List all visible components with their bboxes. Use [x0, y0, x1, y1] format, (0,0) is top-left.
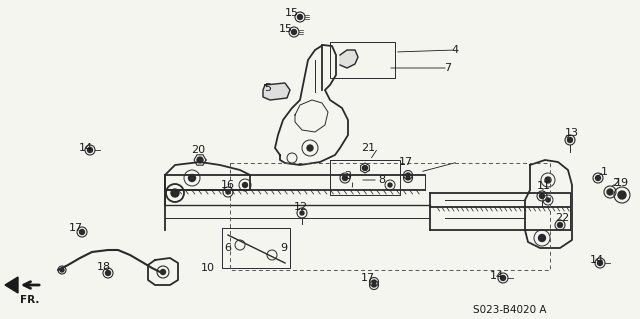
Text: 14: 14	[79, 143, 93, 153]
Text: 8: 8	[378, 175, 385, 185]
Text: 9: 9	[280, 243, 287, 253]
Text: 20: 20	[191, 145, 205, 155]
Text: 11: 11	[537, 181, 551, 191]
Circle shape	[500, 276, 506, 280]
Text: 17: 17	[69, 223, 83, 233]
Text: 16: 16	[221, 180, 235, 190]
Polygon shape	[5, 277, 18, 293]
Circle shape	[243, 182, 248, 188]
Circle shape	[595, 175, 600, 181]
Circle shape	[538, 234, 545, 241]
Circle shape	[598, 261, 602, 265]
Circle shape	[388, 183, 392, 187]
Text: 14: 14	[590, 255, 604, 265]
Text: 7: 7	[444, 63, 452, 73]
Circle shape	[406, 173, 410, 177]
Text: 17: 17	[399, 157, 413, 167]
Circle shape	[372, 283, 376, 287]
Circle shape	[607, 189, 613, 195]
Polygon shape	[263, 83, 290, 100]
Text: 14: 14	[490, 271, 504, 281]
Text: 15: 15	[279, 24, 293, 34]
Circle shape	[161, 270, 166, 275]
Circle shape	[189, 174, 195, 182]
Text: 6: 6	[225, 243, 232, 253]
Text: 3: 3	[344, 171, 351, 181]
Circle shape	[106, 271, 111, 276]
Circle shape	[197, 157, 203, 163]
Circle shape	[546, 198, 550, 202]
Text: 5: 5	[264, 83, 271, 93]
Text: 2: 2	[612, 178, 620, 188]
Circle shape	[307, 145, 313, 151]
Circle shape	[88, 147, 93, 152]
Circle shape	[568, 137, 573, 143]
Text: 15: 15	[285, 8, 299, 18]
Text: 18: 18	[97, 262, 111, 272]
Text: 22: 22	[555, 213, 569, 223]
Circle shape	[298, 14, 303, 19]
Text: 4: 4	[451, 45, 459, 55]
Circle shape	[618, 191, 626, 199]
Circle shape	[406, 176, 410, 180]
Circle shape	[545, 177, 551, 183]
Text: 19: 19	[615, 178, 629, 188]
Text: 21: 21	[361, 143, 375, 153]
Circle shape	[226, 190, 230, 194]
Text: FR.: FR.	[20, 295, 40, 305]
Circle shape	[540, 194, 545, 198]
Circle shape	[79, 229, 84, 234]
Text: S023-B4020 A: S023-B4020 A	[473, 305, 547, 315]
Text: 1: 1	[600, 167, 607, 177]
Circle shape	[362, 166, 367, 170]
Circle shape	[291, 29, 296, 34]
Circle shape	[60, 268, 64, 272]
Circle shape	[300, 211, 304, 215]
Circle shape	[171, 189, 179, 197]
Text: 13: 13	[565, 128, 579, 138]
Text: 17: 17	[361, 273, 375, 283]
Circle shape	[557, 222, 563, 227]
Circle shape	[342, 175, 348, 181]
Polygon shape	[340, 50, 358, 68]
Text: 10: 10	[201, 263, 215, 273]
Text: 12: 12	[294, 202, 308, 212]
Circle shape	[372, 280, 376, 284]
